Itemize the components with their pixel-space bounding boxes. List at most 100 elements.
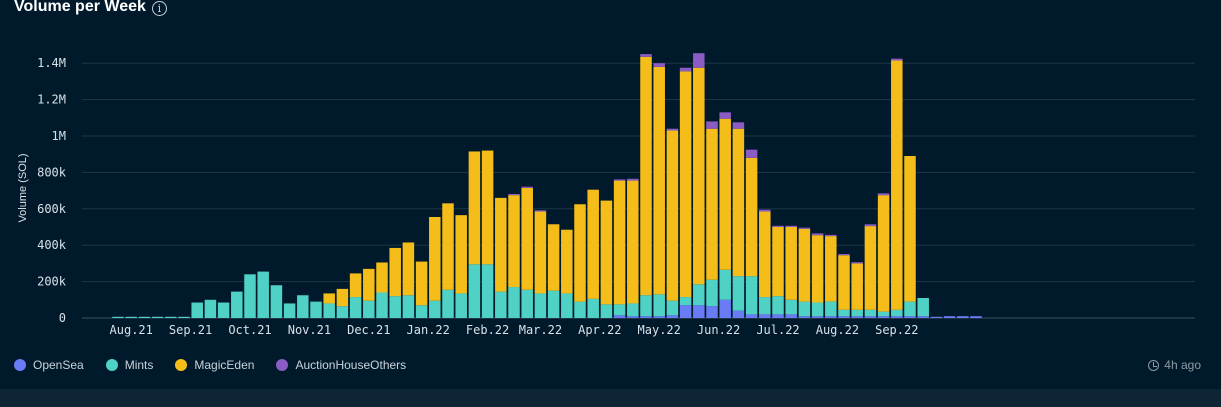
- bar-opensea: [640, 316, 652, 318]
- bar-opensea: [706, 306, 718, 318]
- legend-swatch-magiceden: [175, 359, 188, 371]
- bar-mints: [429, 300, 441, 318]
- last-updated: 4h ago: [1148, 358, 1201, 372]
- bar-magiceden: [402, 242, 415, 296]
- bar-magiceden: [838, 255, 850, 310]
- bar-mints: [785, 299, 797, 315]
- bar-magiceden: [389, 247, 401, 297]
- legend-item-auctionhouseothers[interactable]: AuctionHouseOthers: [276, 358, 406, 372]
- y-tick-label: 800k: [37, 165, 67, 179]
- x-tick-label: May.22: [638, 323, 681, 337]
- bar-magiceden: [825, 236, 837, 302]
- bar-mints: [481, 264, 494, 318]
- bar-magiceden: [349, 273, 362, 298]
- bar-mints: [151, 316, 164, 318]
- bar-auctionhouseothers: [640, 54, 652, 57]
- bar-mints: [851, 309, 863, 317]
- legend-item-magiceden[interactable]: MagicEden: [175, 358, 254, 372]
- bar-magiceden: [547, 224, 560, 291]
- bar-mints: [547, 290, 560, 318]
- bar-opensea: [891, 316, 903, 318]
- bar-mints: [125, 316, 137, 318]
- bar-magiceden: [798, 228, 811, 302]
- y-tick-label: 0: [59, 311, 66, 325]
- bar-auctionhouseothers: [838, 254, 850, 256]
- bar-magiceden: [653, 66, 665, 295]
- bar-mints: [178, 316, 190, 318]
- bar-opensea: [825, 316, 837, 318]
- bar-mints: [468, 264, 481, 318]
- bar-magiceden: [640, 56, 652, 296]
- bar-mints: [257, 271, 269, 318]
- y-tick-label: 400k: [37, 238, 67, 252]
- bar-opensea: [759, 314, 771, 318]
- bar-magiceden: [534, 211, 547, 294]
- bar-mints: [297, 295, 309, 318]
- bar-mints: [825, 301, 837, 317]
- bar-magiceden: [521, 187, 533, 290]
- y-axis-title: Volume (SOL): [17, 153, 29, 222]
- bar-mints: [798, 301, 811, 317]
- bar-mints: [495, 291, 507, 318]
- x-tick-label: Sep.22: [875, 323, 918, 337]
- legend-swatch-auctionhouseothers: [276, 359, 289, 371]
- y-tick-label: 200k: [37, 275, 67, 289]
- bar-magiceden: [877, 195, 890, 312]
- info-icon[interactable]: i: [151, 0, 167, 16]
- bar-auctionhouseothers: [785, 225, 797, 227]
- stacked-bar-chart: 0 200k 400k 600k 800k 1M 1.2M 1.4M Volume (SOL) A…: [17, 53, 1195, 337]
- bar-magiceden: [851, 263, 863, 310]
- bar-opensea: [785, 314, 797, 318]
- legend-item-opensea[interactable]: OpenSea: [14, 358, 84, 372]
- bar-opensea: [851, 316, 863, 318]
- bar-magiceden: [864, 226, 877, 310]
- bar-mints: [376, 292, 388, 318]
- bar-magiceden: [679, 71, 692, 298]
- x-tick-label: Oct.21: [228, 323, 271, 337]
- bar-mints: [613, 304, 626, 316]
- x-tick-label: Mar.22: [519, 323, 562, 337]
- bar-mints: [838, 309, 850, 317]
- bar-opensea: [970, 316, 982, 318]
- bar-mints: [891, 309, 903, 317]
- bar-auctionhouseothers: [891, 58, 903, 61]
- bar-mints: [442, 289, 454, 318]
- bar-magiceden: [561, 229, 573, 294]
- bar-opensea: [666, 315, 679, 318]
- bar-mints: [349, 297, 362, 318]
- legend-label-opensea: OpenSea: [33, 358, 84, 372]
- x-tick-label: Nov.21: [288, 323, 331, 337]
- bar-mints: [389, 296, 401, 318]
- bar-magiceden: [732, 128, 745, 277]
- bar-magiceden: [363, 268, 375, 301]
- y-tick-label: 1.4M: [37, 56, 66, 70]
- bar-magiceden: [376, 262, 388, 293]
- bar-auctionhouseothers: [719, 112, 731, 119]
- bar-magiceden: [495, 197, 507, 292]
- clock-icon: [1148, 359, 1160, 371]
- bar-mints: [310, 301, 322, 318]
- chart-header: Volume per Week i: [14, 0, 167, 16]
- bar-mints: [719, 269, 731, 300]
- bar-magiceden: [429, 216, 441, 301]
- bar-auctionhouseothers: [534, 210, 547, 212]
- legend-item-mints[interactable]: Mints: [105, 358, 154, 372]
- legend-swatch-mints: [105, 359, 118, 371]
- bar-mints: [534, 293, 547, 318]
- bar-mints: [679, 297, 692, 306]
- bar-opensea: [745, 314, 758, 318]
- bar-auctionhouseothers: [666, 128, 679, 131]
- bar-mints: [772, 296, 784, 315]
- bar-mints: [745, 276, 758, 315]
- bar-opensea: [719, 299, 731, 318]
- bar-magiceden: [785, 227, 797, 300]
- legend-label-mints: Mints: [124, 358, 154, 372]
- bar-mints: [759, 297, 771, 315]
- bar-mints: [270, 285, 283, 318]
- bar-magiceden: [719, 118, 731, 270]
- bar-mints: [904, 301, 916, 317]
- bar-magiceden: [442, 203, 454, 290]
- bar-auctionhouseothers: [693, 53, 705, 68]
- bar-magiceden: [666, 130, 679, 301]
- bar-magiceden: [336, 288, 349, 307]
